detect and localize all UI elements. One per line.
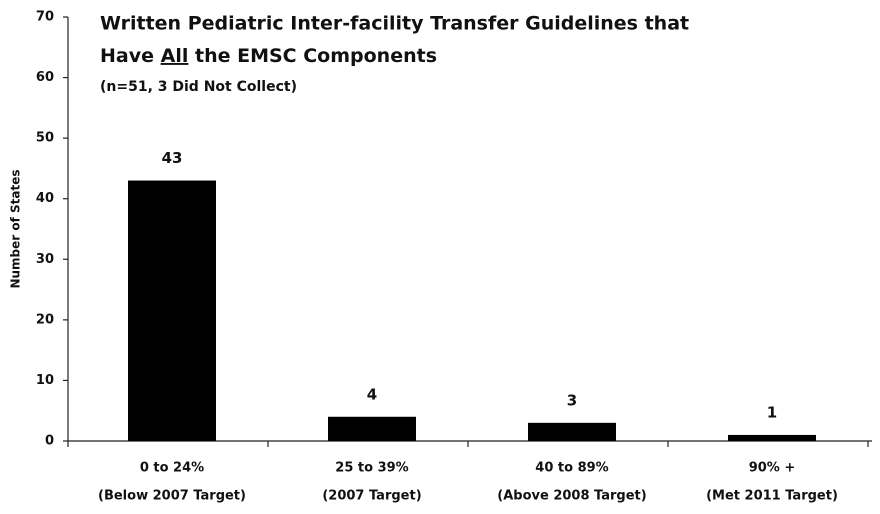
y-tick-label: 30 xyxy=(36,252,54,267)
x-tick-label: (Below 2007 Target) xyxy=(98,489,246,504)
data-label: 43 xyxy=(162,149,183,167)
x-tick-label: 40 to 89% xyxy=(535,461,608,476)
y-tick-label: 60 xyxy=(36,70,54,85)
data-label: 3 xyxy=(567,391,577,409)
x-tick-label: 0 to 24% xyxy=(140,461,204,476)
y-axis-label: Number of States xyxy=(9,169,23,288)
chart-title-line1: Written Pediatric Inter-facility Transfe… xyxy=(100,13,689,35)
x-tick-label: (Met 2011 Target) xyxy=(706,489,838,504)
x-tick-label: 25 to 39% xyxy=(335,461,408,476)
x-tick-label: (2007 Target) xyxy=(322,489,421,504)
bar xyxy=(328,416,416,441)
y-tick-label: 50 xyxy=(36,131,54,146)
bar xyxy=(728,434,816,441)
title-emphasis: All xyxy=(161,45,189,67)
chart-subtitle: (n=51, 3 Did Not Collect) xyxy=(100,79,297,95)
y-tick-label: 70 xyxy=(36,10,54,25)
bar xyxy=(128,180,216,442)
data-label: 1 xyxy=(767,403,777,421)
x-tick-label: 90% + xyxy=(749,461,796,476)
chart-title-line2: Have All the EMSC Components xyxy=(100,45,437,67)
title-part: the EMSC Components xyxy=(195,45,437,67)
y-tick-label: 40 xyxy=(36,191,54,206)
title-part: Have xyxy=(100,45,154,67)
bar xyxy=(528,422,616,441)
y-tick-label: 20 xyxy=(36,312,54,327)
y-tick-label: 10 xyxy=(36,373,54,388)
y-tick-label: 0 xyxy=(45,434,54,449)
data-label: 4 xyxy=(367,385,377,403)
x-tick-label: (Above 2008 Target) xyxy=(497,489,646,504)
